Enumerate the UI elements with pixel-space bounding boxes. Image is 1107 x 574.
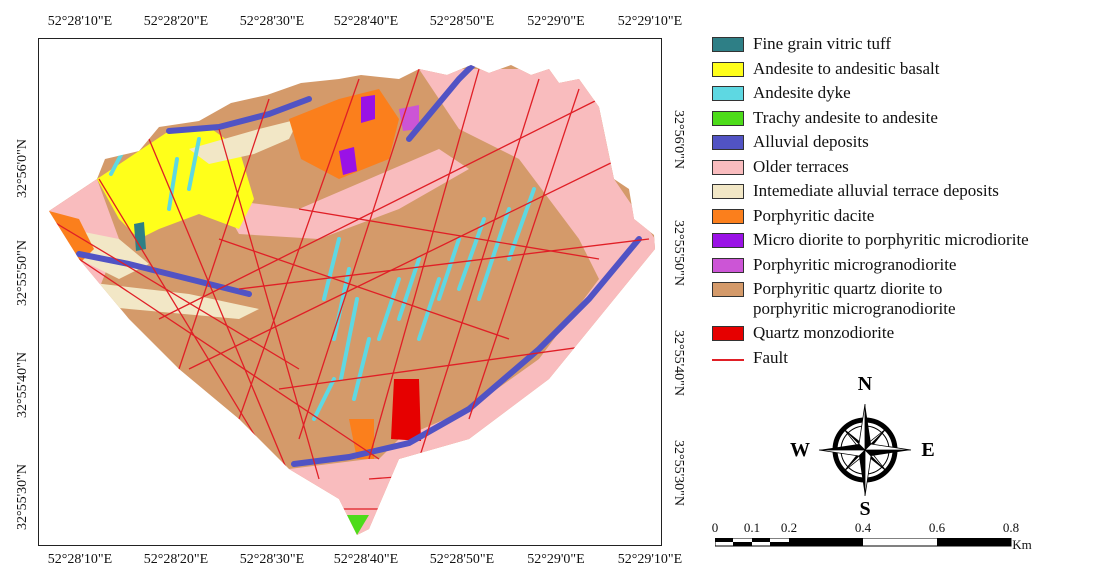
compass-rose-icon: N S E W bbox=[790, 373, 935, 518]
unit-microgranodiorite bbox=[399, 105, 419, 131]
scale-tick: 0.2 bbox=[780, 520, 798, 535]
lat-label: 32°55'50"N bbox=[671, 220, 686, 286]
lon-label: 52°29'10"E bbox=[617, 14, 683, 29]
unit-intermediate-terrace-band bbox=[59, 279, 259, 319]
legend-item: Alluvial deposits bbox=[712, 132, 1107, 157]
legend-item: Porphyritic microgranodiorite bbox=[712, 255, 1107, 280]
unit-older-terraces-central bbox=[219, 149, 469, 239]
lon-label: 52°29'10"E bbox=[617, 552, 683, 567]
lat-label: 32°55'40"N bbox=[15, 352, 30, 418]
map-legend: Fine grain vitric tuff Andesite to andes… bbox=[712, 34, 1107, 372]
legend-label: Older terraces bbox=[753, 156, 849, 176]
lat-label: 32°55'40"N bbox=[671, 330, 686, 396]
lon-label: 52°29'0"E bbox=[527, 552, 585, 567]
lon-label: 52°28'30"E bbox=[239, 552, 305, 567]
legend-item: Fine grain vitric tuff bbox=[712, 34, 1107, 59]
lon-label: 52°28'30"E bbox=[239, 14, 305, 29]
legend-label-line: porphyritic microgranodiorite bbox=[753, 299, 956, 318]
unit-older-terraces-south bbox=[289, 459, 399, 535]
compass-s: S bbox=[859, 498, 870, 518]
lat-label: 32°55'30"N bbox=[671, 440, 686, 506]
unit-intermediate-terrace bbox=[189, 119, 299, 164]
legend-label: Andesite to andesitic basalt bbox=[753, 58, 940, 78]
faults bbox=[49, 68, 650, 510]
legend-item: Intemediate alluvial terrace deposits bbox=[712, 181, 1107, 206]
legend-item: Porphyritic quartz diorite to porphyriti… bbox=[712, 279, 1107, 323]
legend-swatch bbox=[712, 86, 744, 101]
scale-unit: Km bbox=[1012, 537, 1032, 552]
unit-trachy-andesite bbox=[344, 515, 369, 535]
legend-label: Porphyritic microgranodiorite bbox=[753, 254, 957, 274]
legend-swatch bbox=[712, 184, 744, 199]
scale-tick: 0.1 bbox=[743, 520, 761, 535]
lon-label: 52°28'10"E bbox=[47, 14, 113, 29]
scale-bar: 0 0.1 0.2 0.4 0.6 0.8 Km bbox=[710, 515, 1070, 565]
scale-tick: 0 bbox=[711, 520, 719, 535]
legend-item-fault: Fault bbox=[712, 348, 1107, 373]
legend-label: Porphyritic quartz diorite to porphyriti… bbox=[753, 279, 956, 319]
scale-bar-segments bbox=[715, 538, 1012, 547]
legend-label: Fault bbox=[753, 347, 788, 367]
legend-item: Andesite to andesitic basalt bbox=[712, 59, 1107, 84]
legend-item: Porphyritic dacite bbox=[712, 206, 1107, 231]
unit-older-terraces bbox=[339, 69, 655, 529]
unit-quartz-monzodiorite bbox=[391, 379, 421, 441]
fault-line-symbol bbox=[712, 358, 744, 361]
scale-tick: 0.6 bbox=[928, 520, 946, 535]
legend-swatch bbox=[712, 257, 744, 273]
lat-label: 32°56'0"N bbox=[671, 110, 686, 169]
legend-label: Micro diorite to porphyritic microdiorit… bbox=[753, 230, 1029, 249]
lat-label: 32°56'0"N bbox=[15, 139, 30, 198]
legend-label: Porphyritic dacite bbox=[753, 205, 875, 225]
legend-swatch bbox=[712, 110, 744, 126]
lon-label: 52°28'50"E bbox=[429, 552, 495, 567]
legend-label-line: Porphyritic quartz diorite to bbox=[753, 279, 943, 298]
legend-swatch bbox=[712, 159, 744, 175]
lat-label: 32°55'30"N bbox=[15, 464, 30, 530]
compass-e: E bbox=[921, 439, 934, 461]
legend-swatch bbox=[712, 282, 744, 297]
lon-label: 52°28'20"E bbox=[143, 14, 209, 29]
legend-item: Micro diorite to porphyritic microdiorit… bbox=[712, 230, 1107, 255]
unit-vitric-tuff bbox=[134, 222, 146, 251]
compass-w: W bbox=[790, 439, 810, 461]
legend-swatch bbox=[712, 326, 744, 341]
legend-label: Fine grain vitric tuff bbox=[753, 34, 892, 53]
lon-label: 52°28'10"E bbox=[47, 552, 113, 567]
legend-item: Quartz monzodiorite bbox=[712, 323, 1107, 348]
legend-label: Intemediate alluvial terrace deposits bbox=[753, 181, 999, 200]
compass-n: N bbox=[858, 373, 873, 395]
lon-label: 52°29'0"E bbox=[527, 14, 585, 29]
legend-label: Quartz monzodiorite bbox=[753, 323, 895, 342]
scale-tick: 0.8 bbox=[1002, 520, 1020, 535]
lon-label: 52°28'20"E bbox=[143, 552, 209, 567]
legend-swatch bbox=[712, 61, 744, 77]
geologic-map-canvas bbox=[49, 65, 655, 535]
lon-label: 52°28'40"E bbox=[333, 552, 399, 567]
legend-item: Andesite dyke bbox=[712, 83, 1107, 108]
scale-tick: 0.4 bbox=[854, 520, 872, 535]
geologic-map bbox=[38, 38, 662, 546]
lat-label: 32°55'50"N bbox=[15, 240, 30, 306]
legend-swatch bbox=[712, 208, 744, 224]
legend-swatch bbox=[712, 37, 744, 52]
legend-label: Alluvial deposits bbox=[753, 132, 869, 151]
legend-label: Andesite dyke bbox=[753, 83, 851, 102]
unit-porphyritic-dacite-west bbox=[49, 211, 94, 264]
legend-swatch bbox=[712, 233, 744, 248]
lon-label: 52°28'40"E bbox=[333, 14, 399, 29]
unit-microdiorite bbox=[361, 95, 375, 123]
legend-item: Older terraces bbox=[712, 157, 1107, 182]
legend-label: Trachy andesite to andesite bbox=[753, 107, 938, 127]
unit-microdiorite-2 bbox=[339, 147, 357, 175]
unit-porphyritic-dacite-south bbox=[349, 419, 374, 459]
lon-label: 52°28'50"E bbox=[429, 14, 495, 29]
legend-item: Trachy andesite to andesite bbox=[712, 108, 1107, 133]
legend-swatch bbox=[712, 135, 744, 150]
